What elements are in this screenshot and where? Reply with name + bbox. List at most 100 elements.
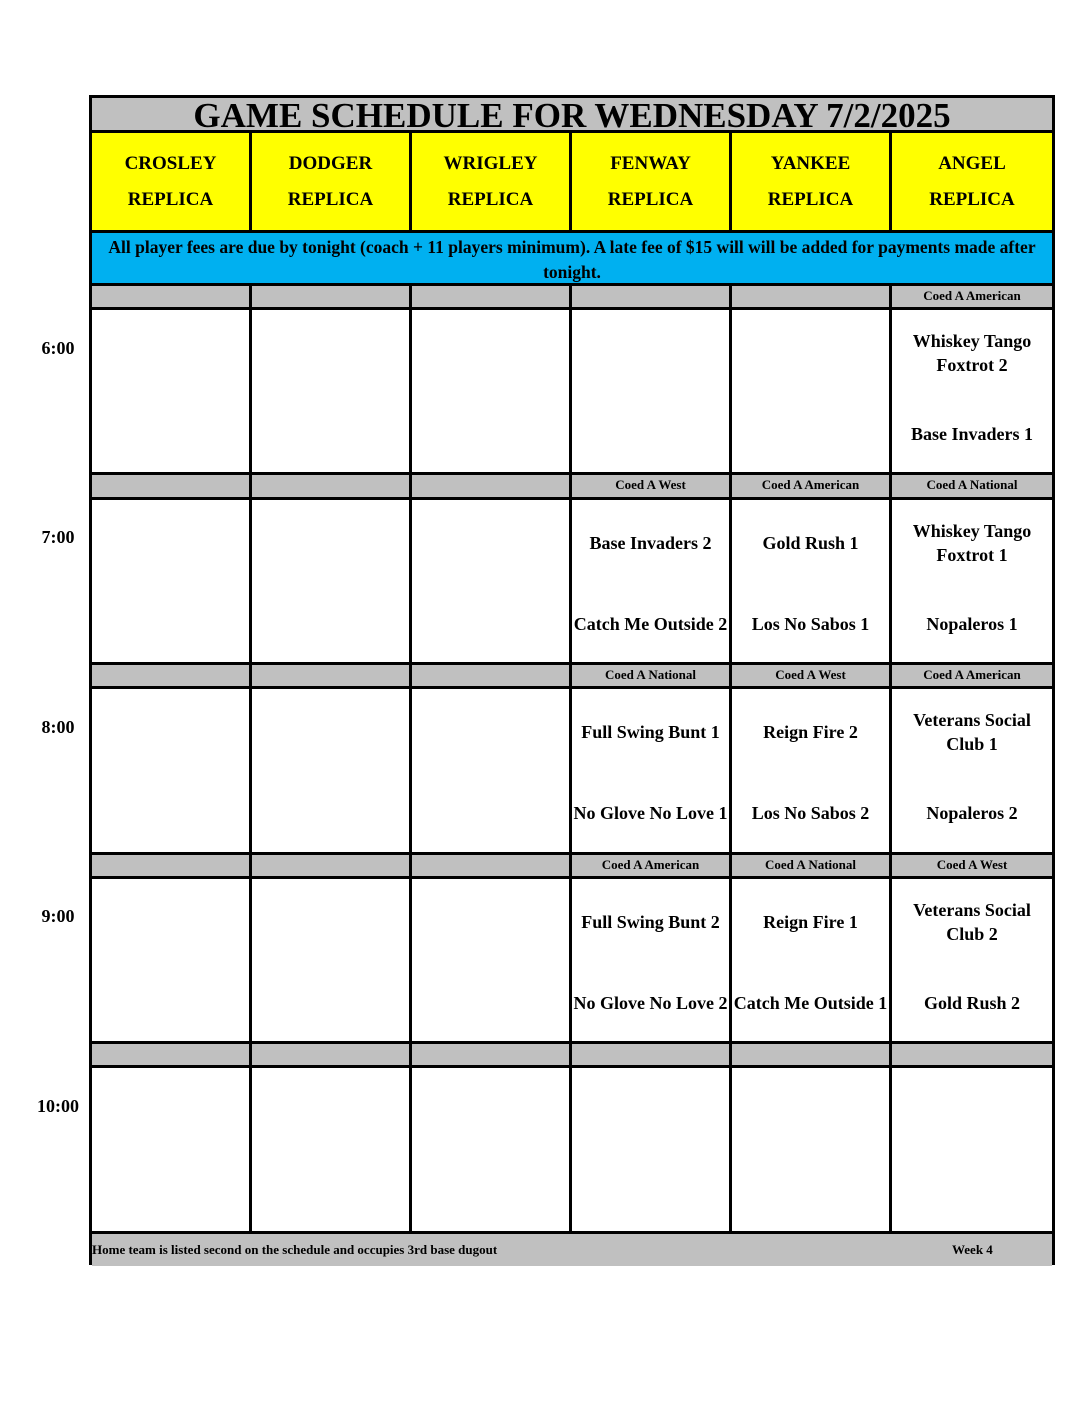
division-label: Coed A National	[572, 665, 732, 689]
field-name: DODGER	[288, 152, 373, 174]
time-label: 6:00	[41, 338, 75, 358]
division-label: Coed A American	[732, 475, 892, 500]
home-team-note: Home team is listed second on the schedu…	[92, 1242, 498, 1257]
schedule-title: GAME SCHEDULE FOR WEDNESDAY 7/2/2025	[92, 98, 1052, 133]
time-label: 10:00	[37, 1096, 79, 1116]
division-label	[732, 1044, 892, 1068]
game-cell	[572, 1068, 732, 1234]
visiting-team: Veterans Social Club 1	[913, 710, 1031, 754]
division-label	[412, 1044, 572, 1068]
game-cell	[412, 500, 572, 665]
field-subtitle: REPLICA	[607, 188, 694, 210]
field-name: ANGEL	[938, 152, 1006, 174]
division-label	[252, 475, 412, 500]
visiting-team: Reign Fire 2	[763, 722, 858, 742]
division-label	[412, 855, 572, 879]
field-header: DODGER REPLICA	[252, 133, 412, 230]
division-label	[252, 1044, 412, 1068]
division-label	[92, 286, 252, 310]
game-cell: Full Swing Bunt 1 No Glove No Love 1	[572, 689, 732, 855]
field-name: FENWAY	[610, 152, 691, 174]
game-cell: Veterans Social Club 2 Gold Rush 2	[892, 879, 1052, 1044]
field-name: WRIGLEY	[443, 152, 538, 174]
schedule-table: GAME SCHEDULE FOR WEDNESDAY 7/2/2025 CRO…	[89, 95, 1055, 1266]
game-cell: Full Swing Bunt 2 No Glove No Love 2	[572, 879, 732, 1044]
game-cell	[252, 689, 412, 855]
visiting-team: Full Swing Bunt 1	[581, 722, 720, 742]
footer-bar: Home team is listed second on the schedu…	[92, 1234, 1052, 1266]
game-cell	[412, 310, 572, 475]
game-cell: Veterans Social Club 1 Nopaleros 2	[892, 689, 1052, 855]
game-cell	[252, 500, 412, 665]
game-cell	[412, 879, 572, 1044]
game-cell	[252, 879, 412, 1044]
visiting-team: Veterans Social Club 2	[913, 900, 1031, 944]
field-name: CROSLEY	[124, 152, 217, 174]
week-label: Week 4	[952, 1242, 993, 1257]
game-cell	[412, 1068, 572, 1234]
division-label	[412, 475, 572, 500]
division-label	[252, 855, 412, 879]
visiting-team: Gold Rush 1	[762, 533, 859, 553]
home-team: No Glove No Love 2	[573, 993, 728, 1013]
game-cell	[572, 310, 732, 475]
field-subtitle: REPLICA	[447, 188, 534, 210]
game-cell	[92, 1068, 252, 1234]
game-cell: Gold Rush 1 Los No Sabos 1	[732, 500, 892, 665]
home-team: Gold Rush 2	[923, 993, 1021, 1013]
home-team: Nopaleros 2	[926, 803, 1018, 823]
division-label	[252, 665, 412, 689]
division-label	[92, 1044, 252, 1068]
division-label	[92, 855, 252, 879]
game-cell: Reign Fire 1 Catch Me Outside 1	[732, 879, 892, 1044]
game-cell	[92, 879, 252, 1044]
division-label: Coed A West	[732, 665, 892, 689]
game-cell	[92, 500, 252, 665]
game-cell	[732, 1068, 892, 1234]
game-cell	[92, 689, 252, 855]
division-label	[92, 475, 252, 500]
field-subtitle: REPLICA	[287, 188, 374, 210]
field-header: FENWAY REPLICA	[572, 133, 732, 230]
time-label: 9:00	[41, 906, 75, 926]
division-label	[732, 286, 892, 310]
home-team: Catch Me Outside 1	[733, 993, 888, 1013]
home-team: Base Invaders 1	[910, 424, 1033, 444]
field-header: WRIGLEY REPLICA	[412, 133, 572, 230]
visiting-team: Reign Fire 1	[763, 912, 858, 932]
field-header: CROSLEY REPLICA	[92, 133, 252, 230]
division-label: Coed A West	[892, 855, 1052, 879]
division-label	[892, 1044, 1052, 1068]
game-cell	[252, 310, 412, 475]
home-team: Catch Me Outside 2	[573, 614, 728, 634]
game-cell: Base Invaders 2 Catch Me Outside 2	[572, 500, 732, 665]
division-label	[412, 286, 572, 310]
game-cell: Whiskey Tango Foxtrot 1 Nopaleros 1	[892, 500, 1052, 665]
visiting-team: Full Swing Bunt 2	[581, 912, 720, 932]
home-team: Los No Sabos 1	[751, 614, 870, 634]
field-subtitle: REPLICA	[929, 188, 1015, 210]
visiting-team: Whiskey Tango Foxtrot 1	[912, 521, 1032, 565]
game-cell	[892, 1068, 1052, 1234]
division-label: Coed A American	[892, 665, 1052, 689]
division-label: Coed A American	[892, 286, 1052, 310]
game-cell	[252, 1068, 412, 1234]
field-header: YANKEE REPLICA	[732, 133, 892, 230]
division-label: Coed A West	[572, 475, 732, 500]
game-cell: Whiskey Tango Foxtrot 2 Base Invaders 1	[892, 310, 1052, 475]
field-name: YANKEE	[770, 152, 851, 174]
time-label: 7:00	[41, 527, 75, 547]
home-team: Nopaleros 1	[926, 614, 1018, 634]
visiting-team: Base Invaders 2	[589, 533, 712, 553]
game-cell: Reign Fire 2 Los No Sabos 2	[732, 689, 892, 855]
field-subtitle: REPLICA	[127, 188, 214, 210]
visiting-team: Whiskey Tango Foxtrot 2	[912, 331, 1032, 375]
fee-notice-banner: All player fees are due by tonight (coac…	[92, 230, 1052, 286]
home-team: Los No Sabos 2	[751, 803, 870, 823]
division-label: Coed A American	[572, 855, 732, 879]
division-label: Coed A National	[892, 475, 1052, 500]
field-header: ANGEL REPLICA	[892, 133, 1052, 230]
time-label: 8:00	[41, 717, 75, 737]
division-label	[572, 286, 732, 310]
home-team: No Glove No Love 1	[573, 803, 728, 823]
